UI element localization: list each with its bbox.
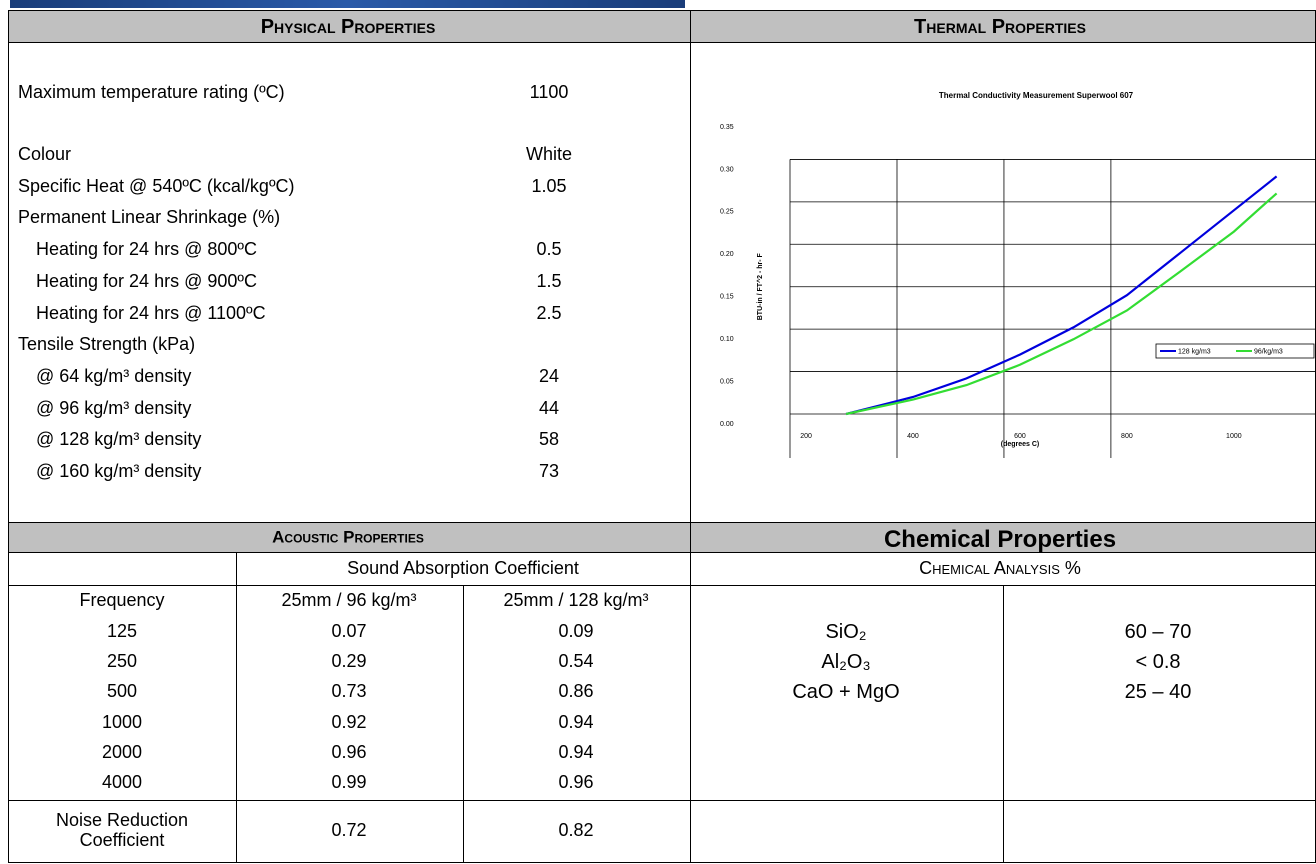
x-tick-label: 800 xyxy=(1121,433,1133,440)
property-value: 1.05 xyxy=(531,177,566,197)
x-tick-label: 200 xyxy=(800,433,812,440)
property-label: @ 64 kg/m³ density xyxy=(36,367,191,387)
rule xyxy=(8,585,1316,586)
series-line xyxy=(846,176,1277,414)
property-value: 1.5 xyxy=(536,272,561,292)
table-cell: 0.29 xyxy=(331,652,366,672)
rule xyxy=(8,522,1316,523)
legend-label: 96/kg/m3 xyxy=(1254,348,1283,355)
composition: < 0.8 xyxy=(1135,651,1180,673)
y-axis-label: BTU-in / FT^2 - hr- F xyxy=(756,252,764,320)
property-value: 73 xyxy=(539,462,559,482)
composition: 25 – 40 xyxy=(1125,681,1192,703)
compound: CaO + MgO xyxy=(792,681,899,703)
rule xyxy=(236,552,237,863)
y-tick-label: 0.30 xyxy=(720,166,734,173)
section-title: Thermal Properties xyxy=(914,16,1086,38)
table-cell: 0.94 xyxy=(558,713,593,733)
x-axis-label: (degrees C) xyxy=(1001,441,1040,448)
group-header: Sound Absorption Coefficient xyxy=(347,559,579,579)
table-cell: 0.09 xyxy=(558,622,593,642)
property-value: 24 xyxy=(539,367,559,387)
table-cell: 250 xyxy=(107,652,137,672)
compound: SiO₂ xyxy=(825,621,866,643)
table-cell: 2000 xyxy=(102,743,142,763)
row-label: Noise Reduction Coefficient xyxy=(42,811,202,851)
rule xyxy=(8,552,1316,553)
property-label: @ 160 kg/m³ density xyxy=(36,462,201,482)
property-label: Permanent Linear Shrinkage (%) xyxy=(18,208,280,228)
property-label: Heating for 24 hrs @ 1100ºC xyxy=(36,304,266,324)
column-header: Frequency xyxy=(79,591,164,611)
rule xyxy=(690,10,691,863)
section-title: Acoustic Properties xyxy=(272,529,424,548)
y-tick-label: 0.15 xyxy=(720,294,734,301)
legend-label: 128 kg/m3 xyxy=(1178,348,1211,355)
property-label: Colour xyxy=(18,145,71,165)
property-value: 2.5 xyxy=(536,304,561,324)
table-cell: 0.96 xyxy=(331,743,366,763)
section-title: Physical Properties xyxy=(261,16,436,38)
property-value: 58 xyxy=(539,430,559,450)
y-tick-label: 0.25 xyxy=(720,209,734,216)
rule xyxy=(8,800,1316,801)
table-cell: 0.72 xyxy=(331,821,366,841)
chart-title: Thermal Conductivity Measurement Superwo… xyxy=(939,91,1134,100)
table-cell: 0.73 xyxy=(331,682,366,702)
table-cell: 0.07 xyxy=(331,622,366,642)
table-cell: 500 xyxy=(107,682,137,702)
property-value: 1100 xyxy=(530,83,569,103)
property-label: Specific Heat @ 540ºC (kcal/kgºC) xyxy=(18,177,295,197)
y-tick-label: 0.10 xyxy=(720,336,734,343)
property-value: White xyxy=(526,145,572,165)
column-header: 25mm / 128 kg/m³ xyxy=(503,591,648,611)
datasheet: Thermal Conductivity Measurement Superwo… xyxy=(0,0,1316,864)
property-label: Heating for 24 hrs @ 900ºC xyxy=(36,272,257,292)
property-label: @ 128 kg/m³ density xyxy=(36,430,201,450)
table-cell: 125 xyxy=(107,622,137,642)
table-cell: 0.94 xyxy=(558,743,593,763)
y-tick-label: 0.35 xyxy=(720,124,734,131)
x-tick-label: 400 xyxy=(907,433,919,440)
table-cell: 0.92 xyxy=(331,713,366,733)
table-cell: 1000 xyxy=(102,713,142,733)
compound: Al₂O₃ xyxy=(821,651,870,673)
y-tick-label: 0.00 xyxy=(720,421,734,428)
property-value: 44 xyxy=(539,399,559,419)
rule xyxy=(8,862,1316,863)
property-label: Tensile Strength (kPa) xyxy=(18,335,195,355)
x-tick-label: 600 xyxy=(1014,433,1026,440)
rule xyxy=(8,10,9,863)
table-cell: 4000 xyxy=(102,773,142,793)
composition: 60 – 70 xyxy=(1125,621,1192,643)
property-value: 0.5 xyxy=(536,240,561,260)
property-label: Heating for 24 hrs @ 800ºC xyxy=(36,240,257,260)
table-cell: 0.96 xyxy=(558,773,593,793)
property-label: Maximum temperature rating (ºC) xyxy=(18,83,285,103)
y-tick-label: 0.05 xyxy=(720,378,734,385)
x-tick-label: 1000 xyxy=(1226,433,1242,440)
rule xyxy=(8,10,1316,11)
group-header: Chemical Analysis % xyxy=(919,559,1081,579)
column-header: 25mm / 96 kg/m³ xyxy=(281,591,416,611)
rule xyxy=(1003,585,1004,863)
table-cell: 0.86 xyxy=(558,682,593,702)
table-cell: 0.54 xyxy=(558,652,593,672)
section-title: Chemical Properties xyxy=(884,527,1116,553)
property-label: @ 96 kg/m³ density xyxy=(36,399,191,419)
table-cell: 0.82 xyxy=(558,821,593,841)
y-tick-label: 0.20 xyxy=(720,251,734,258)
rule xyxy=(463,585,464,863)
table-cell: 0.99 xyxy=(331,773,366,793)
rule xyxy=(8,42,1316,43)
